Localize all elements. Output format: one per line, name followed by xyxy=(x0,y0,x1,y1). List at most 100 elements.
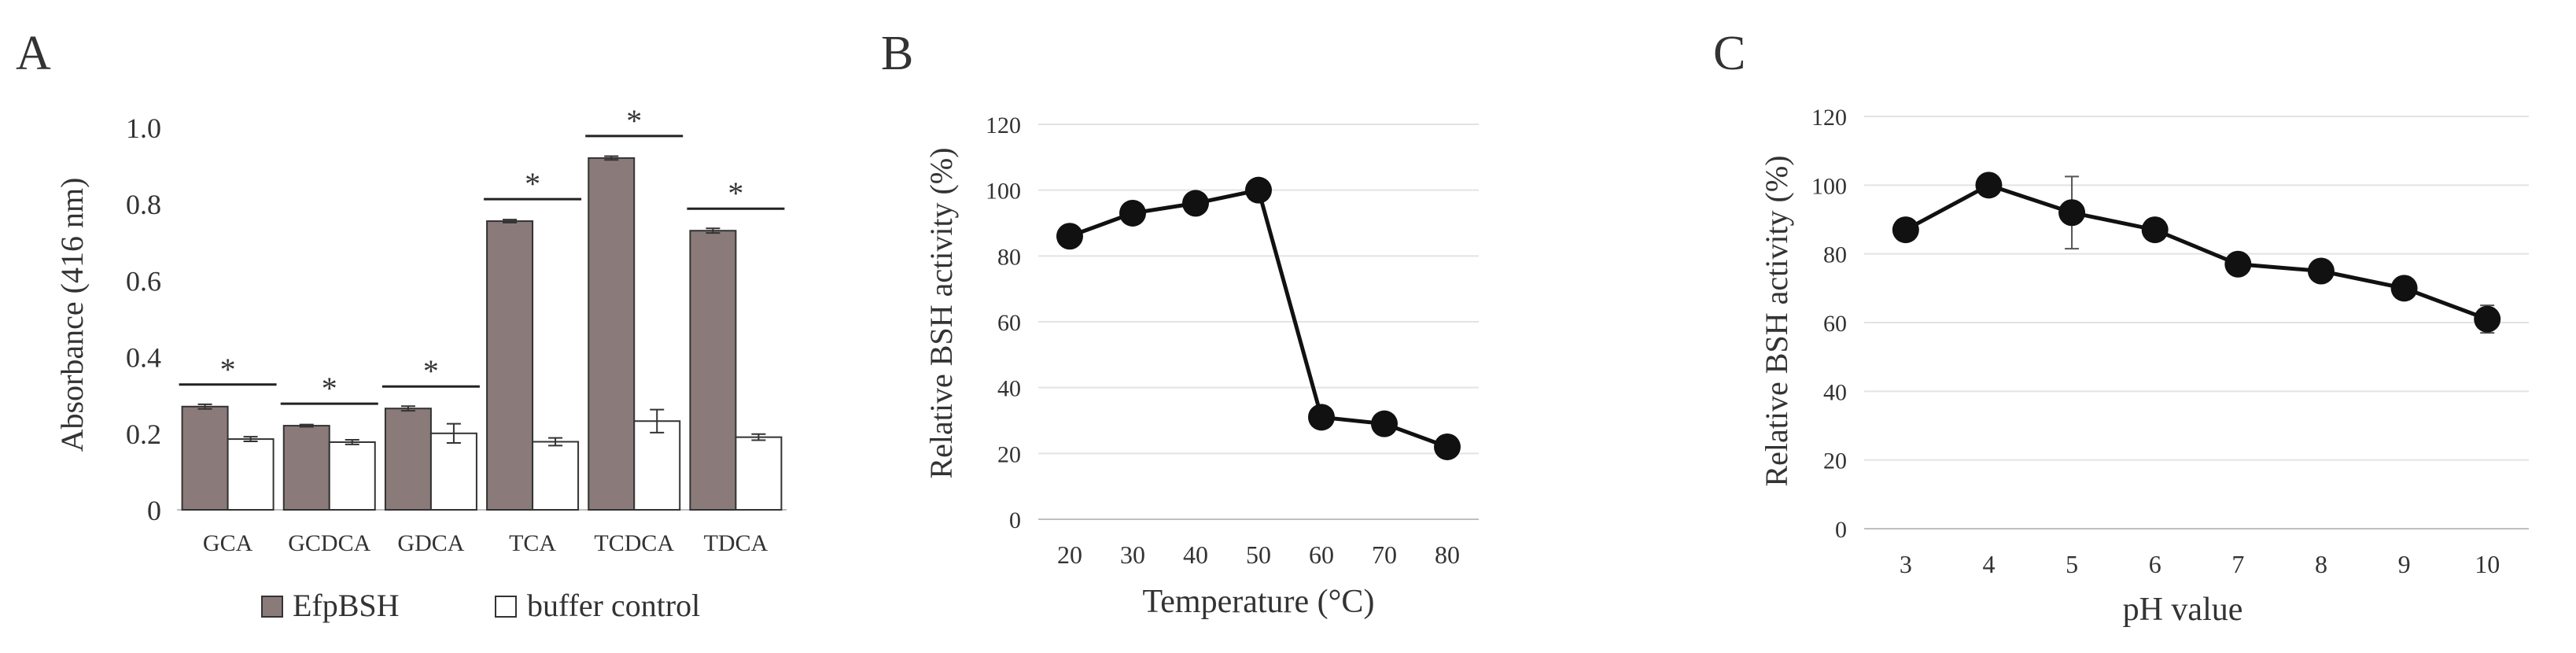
panel-b-point-70 xyxy=(1371,410,1398,437)
panel-c-x-axis-label: pH value xyxy=(2123,592,2243,628)
panel-c-y-tick-label-0: 0 xyxy=(1835,517,1847,543)
bar-tca-efpbsh xyxy=(486,220,534,511)
panel-c-y-tick-label-3: 60 xyxy=(1823,311,1847,337)
panel-c-point-5 xyxy=(2058,199,2086,227)
panel-c-y-tick-label-2: 40 xyxy=(1823,379,1847,405)
significance-mark-tcdca: * xyxy=(626,103,642,138)
panel-b: B Relative BSH activity (%) 0 20 40 60 80 100… xyxy=(881,27,1479,620)
panel-b-y-tick-label-1: 20 xyxy=(997,441,1021,467)
panel-c-x-tick-label-7: 7 xyxy=(2231,550,2244,578)
panel-c-letter: C xyxy=(1713,27,1745,80)
panel-c-y-tick-label-4: 80 xyxy=(1823,242,1847,268)
panel-c: C Relative BSH activity (%) 020406080100… xyxy=(1713,27,2529,628)
panel-b-x-tick-label-60: 60 xyxy=(1309,540,1334,569)
panel-b-x-axis-label: Temperature (°C) xyxy=(1143,584,1375,620)
bar-tcdca-efpbsh xyxy=(588,157,636,511)
panel-c-point-8 xyxy=(2307,257,2335,285)
panel-b-point-40 xyxy=(1182,190,1209,217)
panel-a-y-axis-label: Absorbance (416 nm) xyxy=(54,178,90,452)
bar-tca-buffer-control xyxy=(532,441,580,511)
panel-c-point-9 xyxy=(2390,275,2418,302)
panel-c-y-ticks: 0 20 40 60 80 100 120 xyxy=(1811,105,1847,543)
panel-a-x-tick-label-gcdca: GCDCA xyxy=(288,530,370,556)
panel-c-x-tick-label-6: 6 xyxy=(2149,550,2161,578)
panel-c-x-ticks: 3 4 5 6 7 8 9 10 xyxy=(1900,550,2500,578)
panel-a-x-tick-label-tcdca: TCDCA xyxy=(594,530,674,556)
panel-b-y-tick-label-5: 100 xyxy=(986,179,1021,205)
panel-c-point-10 xyxy=(2474,305,2501,333)
panel-a-legend: EfpBSH buffer control xyxy=(261,588,700,623)
bar-tdca-efpbsh xyxy=(689,230,737,511)
panel-b-point-60 xyxy=(1308,404,1335,431)
panel-a-x-tick-label-tca: TCA xyxy=(509,530,556,556)
bar-tdca-buffer-control xyxy=(735,436,783,511)
panel-c-point-3 xyxy=(1892,216,1919,244)
significance-mark-tdca: * xyxy=(728,175,743,211)
panel-a-y-tick-label-0: 0 xyxy=(147,495,161,526)
panel-b-y-tick-label-0: 0 xyxy=(1009,507,1021,533)
panel-c-series xyxy=(1892,172,2501,334)
panel-b-point-50 xyxy=(1245,176,1272,204)
panel-a-y-ticks: 0 0.2 0.4 0.6 0.8 1.0 xyxy=(126,113,161,526)
panel-b-y-axis-label: Relative BSH activity (%) xyxy=(923,147,959,478)
panel-c-point-4 xyxy=(1975,172,2003,199)
panel-b-series xyxy=(1056,176,1461,460)
legend-label-buffer-control: buffer control xyxy=(527,588,700,623)
panel-c-series-line xyxy=(1904,183,2489,321)
legend-swatch-efpbsh xyxy=(261,596,283,618)
significance-mark-gdca: * xyxy=(423,353,439,389)
panel-c-x-tick-label-3: 3 xyxy=(1900,550,1912,578)
panel-a-y-tick-label-3: 0.6 xyxy=(126,265,161,297)
panel-c-y-tick-label-1: 20 xyxy=(1823,448,1847,474)
panel-a-letter: A xyxy=(16,27,51,80)
panel-b-x-tick-label-20: 20 xyxy=(1057,540,1082,569)
panel-a-x-tick-label-tdca: TDCA xyxy=(704,530,768,556)
bar-gcdca-buffer-control xyxy=(328,441,376,511)
panel-b-x-tick-label-50: 50 xyxy=(1246,540,1271,569)
panel-b-x-ticks: 20 30 40 50 60 70 80 xyxy=(1057,540,1460,569)
panel-b-gridlines xyxy=(1038,124,1479,455)
panel-a-y-tick-label-1: 0.2 xyxy=(126,419,161,450)
bar-gca-efpbsh xyxy=(181,405,229,511)
panel-c-x-tick-label-4: 4 xyxy=(1982,550,1995,578)
bar-gcdca-efpbsh xyxy=(282,425,330,511)
panel-a-x-tick-label-gca: GCA xyxy=(203,530,253,556)
significance-mark-gcdca: * xyxy=(322,371,337,406)
panel-b-y-tick-label-4: 80 xyxy=(997,244,1021,270)
panel-a: A Absorbance (416 nm) 0 0.2 0.4 0.6 0.8 1.0 *… xyxy=(16,27,787,623)
panel-c-point-7 xyxy=(2224,250,2252,278)
panel-c-y-tick-label-6: 120 xyxy=(1811,105,1847,131)
panel-b-y-tick-label-2: 40 xyxy=(997,376,1021,402)
panel-c-x-tick-label-8: 8 xyxy=(2315,550,2327,578)
panel-a-x-tick-label-gdca: GDCA xyxy=(397,530,464,556)
panel-a-y-tick-label-5: 1.0 xyxy=(126,113,161,144)
significance-mark-gca: * xyxy=(220,352,236,387)
bar-gdca-buffer-control xyxy=(429,432,477,511)
panel-b-series-line xyxy=(1069,187,1448,449)
panel-c-y-tick-label-5: 100 xyxy=(1811,173,1847,199)
panel-c-x-tick-label-10: 10 xyxy=(2475,550,2500,578)
panel-b-y-tick-label-3: 60 xyxy=(997,310,1021,336)
legend-swatch-buffer-control xyxy=(495,596,517,618)
panel-a-bars: * * * * * * xyxy=(179,103,785,511)
panel-b-y-tick-label-6: 120 xyxy=(986,113,1021,138)
panel-a-y-tick-label-2: 0.4 xyxy=(126,342,161,374)
panel-b-point-80 xyxy=(1434,433,1461,460)
significance-mark-tca: * xyxy=(525,166,540,201)
panel-a-x-ticks: GCA GCDCA GDCA TCA TCDCA TDCA xyxy=(203,530,768,556)
bar-gca-buffer-control xyxy=(227,438,275,511)
panel-c-x-tick-label-5: 5 xyxy=(2066,550,2078,578)
panel-b-x-tick-label-70: 70 xyxy=(1372,540,1397,569)
panel-c-y-axis-label: Relative BSH activity (%) xyxy=(1759,155,1794,486)
panel-c-gridlines xyxy=(1864,116,2529,461)
bar-tcdca-buffer-control xyxy=(633,420,681,511)
panel-b-x-tick-label-80: 80 xyxy=(1435,540,1460,569)
legend-item-buffer-control: buffer control xyxy=(495,588,700,623)
panel-b-point-20 xyxy=(1056,223,1083,250)
panel-c-point-6 xyxy=(2141,216,2169,244)
panel-b-y-ticks: 0 20 40 60 80 100 120 xyxy=(986,113,1021,533)
legend-item-efpbsh: EfpBSH xyxy=(261,588,400,623)
panel-b-point-30 xyxy=(1119,199,1146,227)
